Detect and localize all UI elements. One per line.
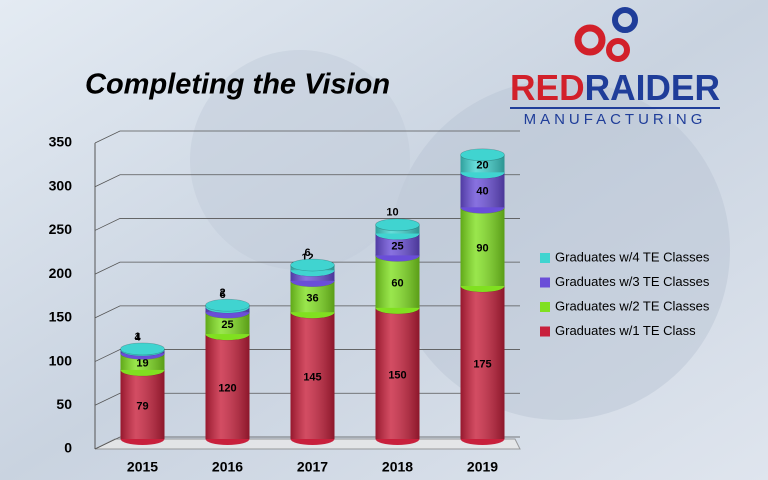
legend-label: Graduates w/2 TE Classes (555, 298, 710, 313)
gear-decoration (190, 50, 410, 270)
y-tick-label: 200 (49, 265, 73, 281)
data-label: 145 (303, 372, 321, 384)
x-tick-label: 2016 (212, 459, 243, 475)
y-tick-label: 350 (49, 134, 73, 150)
grid-line (94, 174, 520, 188)
data-label: 25 (221, 319, 233, 331)
logo-gear (574, 24, 606, 56)
x-tick-label: 2019 (467, 459, 498, 475)
data-label: 1 (134, 331, 140, 343)
data-label: 36 (306, 292, 318, 304)
legend-label: Graduates w/3 TE Classes (555, 274, 710, 289)
y-tick-label: 100 (49, 352, 73, 368)
y-tick-label: 300 (49, 177, 73, 193)
legend-swatch (540, 302, 550, 312)
logo-raider: RAIDER (585, 67, 720, 108)
data-label: 6 (219, 289, 225, 301)
y-tick-label: 150 (49, 309, 73, 325)
x-tick-label: 2018 (382, 459, 413, 475)
logo-gear (606, 38, 630, 62)
data-label: 19 (136, 358, 148, 370)
data-label: 2 (219, 287, 225, 299)
data-label: 10 (386, 207, 398, 219)
legend-swatch (540, 326, 550, 337)
y-tick-label: 50 (56, 396, 72, 412)
cylinder-top (290, 258, 335, 272)
logo-gear (612, 7, 638, 33)
x-tick-label: 2015 (127, 459, 158, 475)
data-label: 120 (218, 382, 236, 394)
data-label: 60 (391, 278, 403, 290)
data-label: 150 (388, 369, 406, 381)
legend-label: Graduates w/1 TE Class (555, 323, 696, 338)
data-label: 6 (304, 247, 310, 259)
bar-shade (375, 255, 420, 308)
chart-title: Completing the Vision (85, 69, 390, 101)
bar-shade (460, 286, 505, 439)
logo-tagline: MANUFACTURING (524, 111, 707, 128)
legend-swatch (540, 253, 550, 263)
data-label: 20 (476, 160, 488, 172)
grid-line (94, 218, 520, 231)
bar-shade (205, 312, 250, 335)
data-label: 79 (136, 400, 148, 412)
legend-swatch (540, 277, 550, 288)
bar-shade (205, 334, 250, 439)
data-label: 4 (134, 332, 141, 344)
bar-shade (460, 207, 505, 286)
bar-shade (290, 312, 335, 439)
logo-name: REDRAIDER (510, 67, 720, 108)
y-tick-label: 250 (49, 221, 73, 237)
cylinder-top (375, 218, 420, 232)
data-label: 40 (476, 186, 488, 198)
y-tick-label: 0 (64, 440, 72, 456)
data-label: 90 (476, 243, 488, 255)
data-label: 175 (473, 358, 491, 370)
bar-shade (375, 233, 420, 256)
cylinder-top (120, 342, 165, 356)
x-tick-label: 2017 (297, 459, 328, 475)
cylinder-top (205, 298, 250, 312)
legend-label: Graduates w/4 TE Classes (555, 249, 710, 264)
logo-red: RED (510, 67, 585, 108)
bar-shade (375, 307, 420, 439)
grid-line (94, 130, 520, 144)
data-label: 25 (391, 240, 403, 252)
bar-shade (120, 369, 165, 439)
cylinder-top (460, 148, 505, 162)
